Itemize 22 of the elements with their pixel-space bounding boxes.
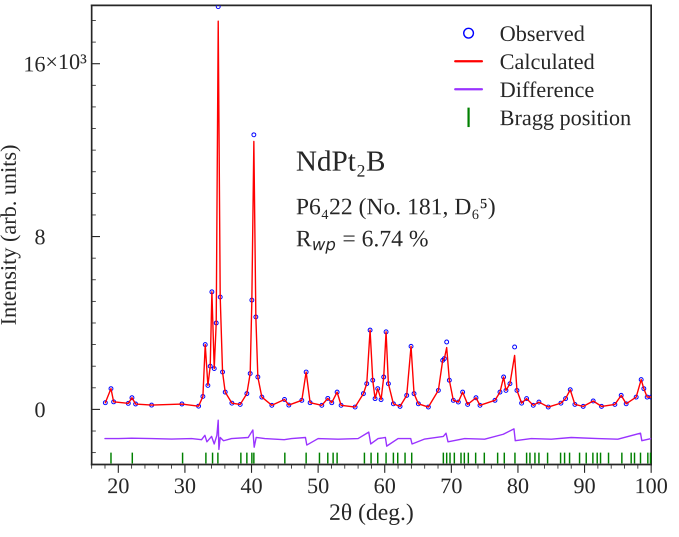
x-tick-label: 40 bbox=[240, 478, 262, 494]
legend-label: Observed bbox=[500, 26, 585, 42]
y-tick-label: 0 bbox=[35, 402, 45, 418]
x-axis-title: 2θ (deg.) bbox=[330, 503, 413, 526]
x-tick-label: 60 bbox=[374, 478, 395, 494]
x-tick-label: 70 bbox=[442, 478, 462, 494]
y-axis-title: Intensity (arb. units) bbox=[0, 146, 21, 325]
text: ×10³ bbox=[47, 54, 86, 70]
annotation: P6₄22 (No. 181, D₆⁵) bbox=[296, 198, 495, 220]
x-tick-label: 20 bbox=[108, 478, 129, 494]
annotation: R$_{wp}$ = 6.74 % bbox=[296, 230, 428, 254]
legend-label: Calculated bbox=[500, 54, 594, 70]
legend-label: Bragg position bbox=[500, 110, 631, 130]
x-tick-label: 80 bbox=[508, 478, 528, 494]
x-tick-label: 50 bbox=[308, 478, 328, 494]
x-tick-label: 90 bbox=[574, 478, 595, 494]
x-tick-label: 30 bbox=[174, 478, 196, 494]
y-tick-label: 16 bbox=[25, 56, 45, 72]
x-tick-label: 100 bbox=[636, 478, 667, 494]
legend-label: Difference bbox=[500, 81, 594, 98]
annotation: NdPt₂B bbox=[296, 150, 384, 177]
y-tick-label: 8 bbox=[35, 229, 45, 244]
